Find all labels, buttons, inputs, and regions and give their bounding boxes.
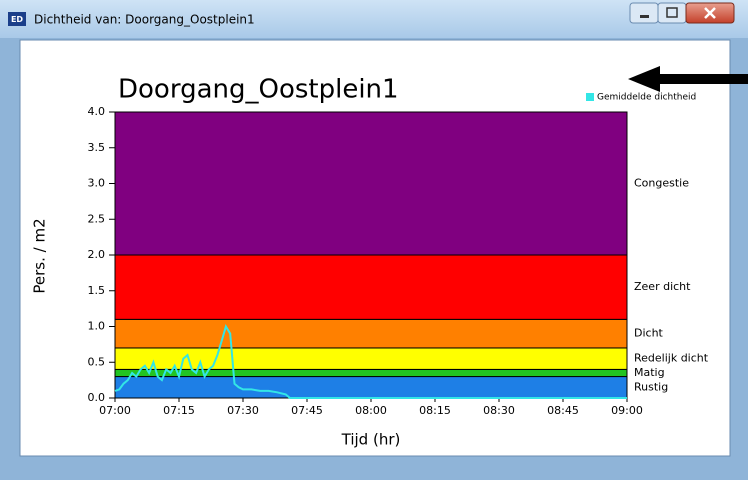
maximize-button[interactable] (657, 2, 687, 24)
band-label: Rustig (634, 380, 668, 393)
legend-swatch (586, 93, 594, 101)
band-label: Zeer dicht (634, 280, 691, 293)
annotation-arrow (628, 66, 748, 92)
window-icon-text: ED (11, 15, 23, 24)
y-tick-label: 2.0 (88, 248, 106, 261)
density-line (114, 324, 627, 399)
window-title: Dichtheid van: Doorgang_Oostplein1 (34, 13, 255, 27)
x-axis-label: Tijd (hr) (341, 431, 401, 449)
density-band (114, 376, 628, 399)
x-tick-label: 07:15 (163, 404, 195, 417)
x-tick-label: 08:15 (419, 404, 451, 417)
close-icon (704, 7, 716, 19)
x-tick-label: 08:30 (483, 404, 515, 417)
y-tick-label: 1.5 (88, 284, 106, 297)
density-band (114, 111, 628, 256)
band-label: Congestie (634, 177, 689, 190)
band-label: Dicht (634, 327, 664, 340)
y-tick-label: 0.5 (88, 355, 106, 368)
x-tick-label: 07:00 (99, 404, 131, 417)
x-tick-label: 08:00 (355, 404, 387, 417)
y-tick-label: 3.5 (88, 141, 106, 154)
band-label: Redelijk dicht (634, 352, 709, 365)
minimize-icon (640, 15, 649, 18)
density-band (114, 318, 628, 349)
x-tick-label: 07:45 (291, 404, 323, 417)
window-icon (8, 12, 26, 26)
band-label: Matig (634, 366, 665, 379)
y-tick-label: 4.0 (88, 105, 106, 118)
x-tick-label: 08:45 (547, 404, 579, 417)
title-bar (0, 0, 748, 38)
x-tick-label: 09:00 (611, 404, 643, 417)
chart-title: Doorgang_Oostplein1 (118, 75, 399, 105)
density-band (114, 254, 628, 320)
y-tick-label: 3.0 (88, 177, 106, 190)
maximize-icon (666, 7, 678, 18)
minimize-button[interactable] (629, 2, 659, 24)
y-axis-label: Pers. / m2 (31, 218, 49, 293)
y-tick-label: 1.0 (88, 320, 106, 333)
x-tick-label: 07:30 (227, 404, 259, 417)
y-tick-label: 2.5 (88, 212, 106, 225)
legend-label: Gemiddelde dichtheid (597, 93, 696, 103)
y-tick-label: 0.0 (88, 391, 106, 404)
